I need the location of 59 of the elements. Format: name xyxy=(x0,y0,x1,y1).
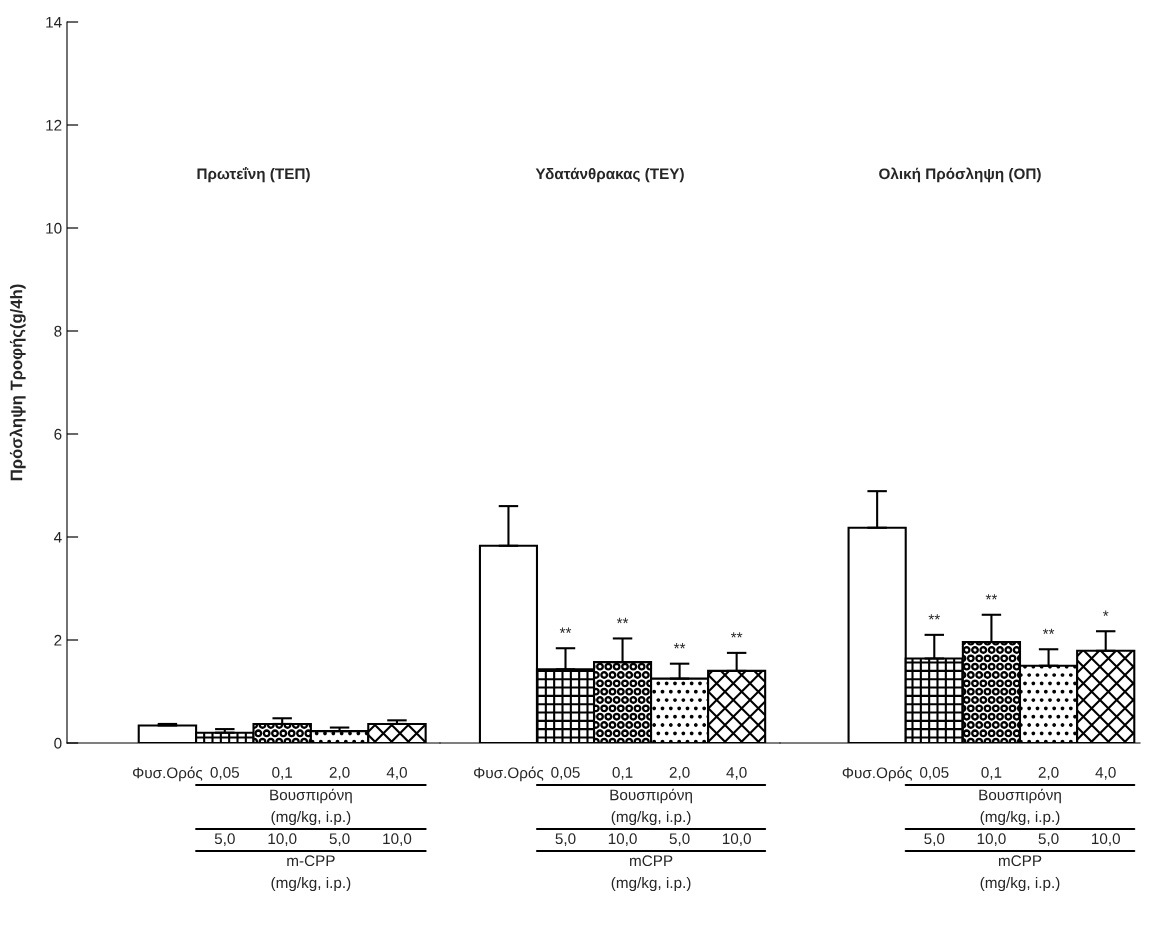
x-tick-label: 0,05 xyxy=(551,767,580,780)
data-label: ** xyxy=(985,594,998,600)
x-tick-label: 0,1 xyxy=(612,767,633,780)
x-tick-label: 0,05 xyxy=(920,767,949,780)
text: 5,0 xyxy=(214,833,235,846)
text: 10,0 xyxy=(268,833,297,846)
x-tick-label: 4,0 xyxy=(1095,767,1116,780)
text: 10,0 xyxy=(1092,833,1120,846)
data-label: ** xyxy=(1042,628,1055,635)
text: Ολική Πρόσληψη (ΟΠ) xyxy=(879,167,1041,183)
text: (mg/kg, i.p.) xyxy=(980,810,1060,826)
x-tick-label: Φυσ.Ορός xyxy=(474,766,544,782)
y-tick-label: 6 xyxy=(54,428,62,440)
text: Υδατάνθρακας (ΤΕΥ) xyxy=(535,167,684,183)
y-tick-label: 8 xyxy=(54,325,62,337)
y-tick-label: 12 xyxy=(46,119,62,131)
x-tick-label: Φυσ.Ορός xyxy=(132,766,203,782)
y-tick-label: 10 xyxy=(46,222,62,234)
text: 5,0 xyxy=(669,833,690,846)
data-label: ** xyxy=(616,617,629,624)
text: 5,0 xyxy=(329,833,350,846)
text: Βουσπιρόνη xyxy=(979,788,1061,804)
x-tick-label: Φυσ.Ορός xyxy=(842,766,912,782)
text: mCPP xyxy=(630,855,673,867)
data-label: ** xyxy=(730,632,743,638)
text: 5,0 xyxy=(1038,833,1059,846)
text: 5,0 xyxy=(555,833,576,846)
x-tick-label: 0,05 xyxy=(210,767,240,780)
y-tick-label: 0 xyxy=(54,737,62,749)
y-tick-label: 14 xyxy=(46,17,62,28)
text: (mg/kg, i.p.) xyxy=(271,810,351,826)
y-axis-title: Πρόσληψη Τροφής(g/4h) xyxy=(9,284,26,481)
text: Βουσπιρόνη xyxy=(610,788,692,804)
data-label: * xyxy=(1102,610,1109,616)
text: (mg/kg, i.p.) xyxy=(611,876,691,892)
x-tick-label: 0,1 xyxy=(272,767,293,780)
data-label: ** xyxy=(928,614,940,620)
text: m-CPP xyxy=(287,855,335,867)
y-tick-label: 4 xyxy=(53,532,62,543)
x-tick-label: 2,0 xyxy=(1038,767,1059,780)
text: Πρωτεΐνη (ΤΕΠ) xyxy=(197,166,310,183)
text: 10,0 xyxy=(608,833,637,846)
data-label: ** xyxy=(673,643,686,649)
text: (mg/kg, i.p.) xyxy=(611,810,691,826)
data-label: ** xyxy=(559,627,572,633)
text: Βουσπιρόνη xyxy=(270,788,352,804)
x-tick-label: 4,0 xyxy=(386,767,407,780)
x-tick-label: 2,0 xyxy=(669,767,690,780)
x-tick-label: 4,0 xyxy=(726,767,747,780)
x-tick-label: 0,1 xyxy=(981,767,1002,780)
x-tick-label: 2,0 xyxy=(329,767,350,780)
y-tick-label: 2 xyxy=(54,634,62,646)
text: (mg/kg, i.p.) xyxy=(980,876,1060,892)
text: mCPP xyxy=(998,855,1042,867)
text: 5,0 xyxy=(924,833,945,846)
text: 10,0 xyxy=(977,833,1006,846)
text: (mg/kg, i.p.) xyxy=(271,876,351,892)
text: 10,0 xyxy=(383,833,412,846)
text: 10,0 xyxy=(722,833,751,846)
